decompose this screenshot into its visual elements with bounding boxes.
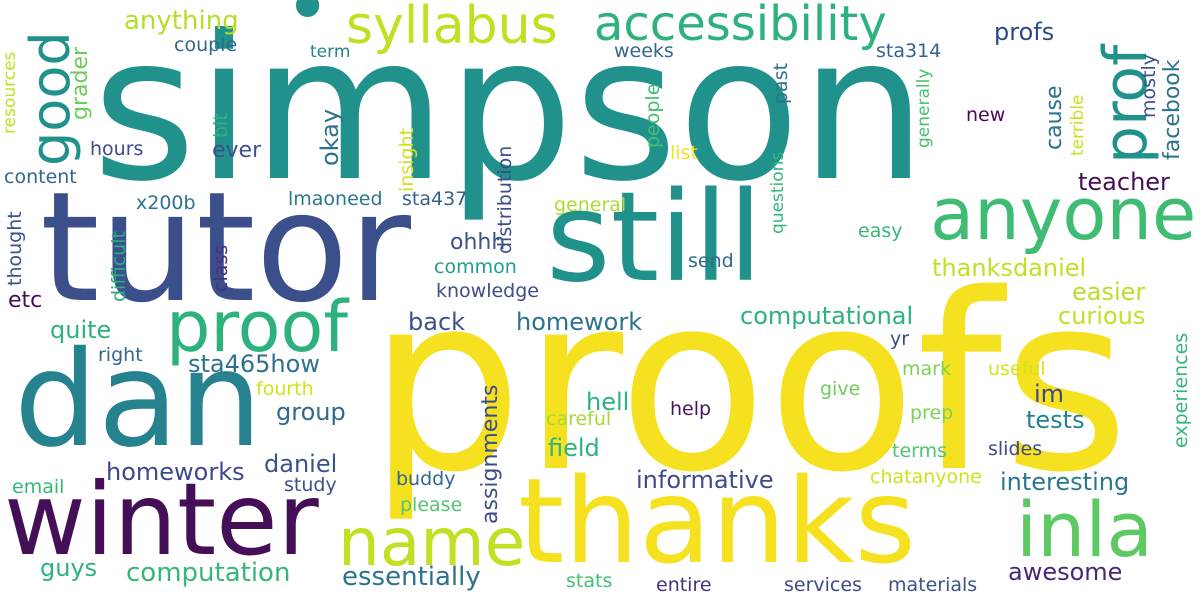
word: grader <box>68 46 93 120</box>
word: ohhh <box>450 230 506 255</box>
word: yr <box>890 328 910 350</box>
word: mark <box>902 358 951 380</box>
word: weeks <box>614 40 674 62</box>
word: easy <box>858 220 903 242</box>
word: generally <box>914 68 934 148</box>
word: fourth <box>256 378 314 400</box>
word: still <box>546 166 763 310</box>
word: prep <box>910 402 954 424</box>
word: past <box>770 62 792 104</box>
word: ever <box>212 138 262 163</box>
word: tests <box>1026 406 1085 434</box>
word: simpson <box>92 0 927 226</box>
word: slides <box>988 438 1043 460</box>
word: new <box>966 104 1006 126</box>
word: study <box>284 474 337 496</box>
word: resources <box>0 51 20 134</box>
word: knowledge <box>436 280 539 302</box>
word: okay <box>316 108 344 166</box>
word: homework <box>516 308 643 336</box>
word: terms <box>892 440 948 462</box>
word: give <box>820 378 861 400</box>
word: profs <box>994 18 1055 46</box>
word: terrible <box>1068 94 1088 156</box>
word: accessibility <box>594 0 887 52</box>
word: thought <box>4 211 26 286</box>
word: experiences <box>1170 332 1192 448</box>
word: interesting <box>1000 468 1130 496</box>
word: syllabus <box>346 0 558 56</box>
word: awesome <box>1008 558 1123 586</box>
word: informative <box>636 466 774 494</box>
word: thanks <box>518 452 916 590</box>
word: curious <box>1058 302 1146 330</box>
word: difficult <box>108 231 130 302</box>
word: send <box>688 250 734 272</box>
word: inla <box>1016 485 1153 574</box>
word: insight <box>396 127 418 192</box>
word: group <box>276 398 346 426</box>
word: sta314 <box>876 40 942 62</box>
word: dan <box>14 323 263 477</box>
word: daniel <box>264 450 338 478</box>
word: people <box>642 83 664 148</box>
word: help <box>670 398 712 420</box>
word: questions <box>768 151 788 234</box>
word: hell <box>586 388 630 416</box>
word: buddy <box>396 468 456 490</box>
word: proofs <box>368 242 1130 526</box>
word: mostly <box>1138 53 1160 118</box>
word: guys <box>40 554 98 582</box>
word: list <box>670 142 698 164</box>
word: cause <box>1042 85 1067 150</box>
word: sta437 <box>402 188 468 210</box>
word: materials <box>888 574 978 596</box>
word: chatanyone <box>870 466 982 488</box>
word: email <box>12 476 65 498</box>
word: im <box>1034 380 1065 408</box>
word: name <box>338 504 526 581</box>
word: thanksdaniel <box>932 254 1087 282</box>
word: please <box>400 494 463 516</box>
word: tutor <box>40 159 412 336</box>
word: entire <box>656 574 712 596</box>
word: proof <box>166 286 348 368</box>
word: assignments <box>478 384 503 524</box>
word: computational <box>740 302 914 330</box>
word: careful <box>546 408 612 430</box>
word: essentially <box>342 562 481 592</box>
word: content <box>4 166 77 188</box>
word: anyone <box>930 172 1197 256</box>
word: homeworks <box>106 458 245 486</box>
word: quite <box>50 316 112 344</box>
word: stats <box>566 570 613 592</box>
word: easier <box>1072 278 1146 306</box>
word: etc <box>8 288 43 313</box>
word: x200b <box>136 192 196 214</box>
word: winter <box>4 461 319 578</box>
word: anything <box>124 6 239 36</box>
word: class <box>210 244 232 292</box>
word: couple <box>174 34 238 56</box>
word: useful <box>988 358 1046 380</box>
word: lmaoneed <box>288 188 383 210</box>
word: sta465how <box>188 350 320 378</box>
word: field <box>548 434 600 462</box>
word: services <box>784 574 862 596</box>
word: computation <box>126 558 291 588</box>
word: right <box>98 344 143 366</box>
word: back <box>408 308 466 336</box>
word: teacher <box>1078 168 1170 196</box>
word: common <box>434 256 517 278</box>
word: facebook <box>1160 59 1185 160</box>
word: term <box>310 42 351 62</box>
word: hours <box>90 138 144 160</box>
word: general <box>554 194 627 216</box>
word: bit <box>210 113 232 138</box>
dot-glyph: • <box>284 0 332 54</box>
